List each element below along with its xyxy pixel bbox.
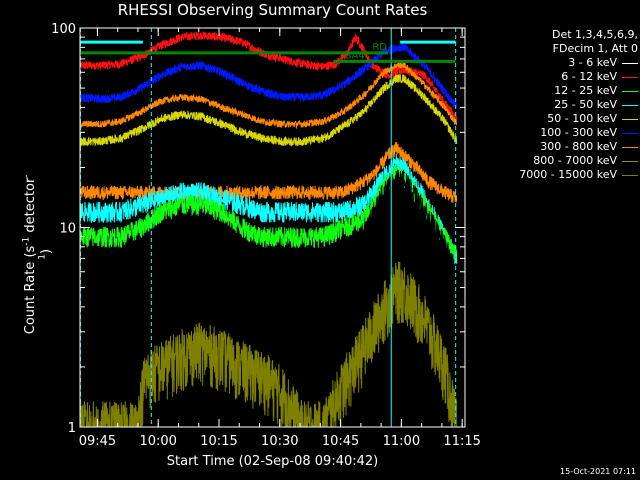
legend-swatch: [622, 160, 638, 162]
x-tick-label-6: 11:15: [443, 434, 480, 449]
y-tick-label-2: 100: [51, 22, 76, 37]
legend-item: 6 - 12 keV: [470, 70, 638, 84]
legend-swatch: [622, 76, 638, 78]
legend-swatch: [622, 174, 638, 176]
x-tick-label-3: 10:30: [261, 434, 298, 449]
legend-item: 800 - 7000 keV: [470, 154, 638, 168]
series-line-2: [79, 61, 458, 130]
flag-bar-label-3: RD: [372, 42, 387, 53]
legend-item-label: 3 - 6 keV: [568, 56, 617, 69]
legend: Det 1,3,4,5,6,9, FDecim 1, Att 0 3 - 6 k…: [470, 28, 638, 182]
legend-item: 50 - 100 keV: [470, 112, 638, 126]
legend-item-label: 6 - 12 keV: [561, 70, 617, 83]
legend-swatch: [622, 118, 638, 120]
series-line-3: [79, 74, 458, 148]
x-tick-label-1: 10:00: [139, 434, 176, 449]
legend-header-detectors: Det 1,3,4,5,6,9,: [551, 28, 638, 41]
legend-swatch: [622, 146, 638, 148]
legend-item: 25 - 50 keV: [470, 98, 638, 112]
legend-item-label: 100 - 300 keV: [540, 126, 617, 139]
series-line-6: [79, 163, 458, 261]
series-line-8: [79, 261, 458, 428]
legend-item-label: 25 - 50 keV: [554, 98, 617, 111]
y-axis-label: Count Rate (s-1 detector-1): [21, 174, 55, 335]
series-line-5: [79, 153, 458, 265]
legend-item-label: 50 - 100 keV: [547, 112, 617, 125]
legend-entries: 3 - 6 keV 6 - 12 keV 12 - 25 keV 25 - 50 ke…: [470, 56, 638, 182]
series-line-1: [79, 43, 458, 109]
x-tick-label-0: 09:45: [79, 434, 116, 449]
legend-item-label: 12 - 25 keV: [554, 84, 617, 97]
legend-swatch: [622, 132, 638, 134]
legend-item-label: 7000 - 15000 keV: [519, 168, 617, 181]
legend-swatch: [622, 104, 638, 106]
x-axis-label: Start Time (02-Sep-08 09:40:42): [166, 454, 379, 469]
legend-swatch: [622, 62, 638, 64]
x-tick-label-5: 11:00: [383, 434, 420, 449]
flag-bar-label-5: SA4: [345, 50, 365, 61]
y-tick-label-0: 1: [68, 421, 76, 436]
legend-item-label: 800 - 7000 keV: [533, 154, 617, 167]
legend-header-decimation: FDecim 1, Att 0: [552, 42, 638, 55]
legend-item-label: 300 - 800 keV: [540, 140, 617, 153]
legend-item: 100 - 300 keV: [470, 126, 638, 140]
y-tick-label-1: 10: [59, 222, 76, 237]
legend-swatch: [622, 90, 638, 92]
generation-timestamp: 15-Oct-2021 07:11: [560, 467, 636, 476]
series-line-7: [79, 169, 458, 301]
legend-item: 12 - 25 keV: [470, 84, 638, 98]
legend-item: 7000 - 15000 keV: [470, 168, 638, 182]
x-tick-label-4: 10:45: [322, 434, 359, 449]
legend-item: 300 - 800 keV: [470, 140, 638, 154]
x-tick-label-2: 10:15: [200, 434, 237, 449]
legend-item: 3 - 6 keV: [470, 56, 638, 70]
chart-title: RHESSI Observing Summary Count Rates: [117, 1, 428, 19]
